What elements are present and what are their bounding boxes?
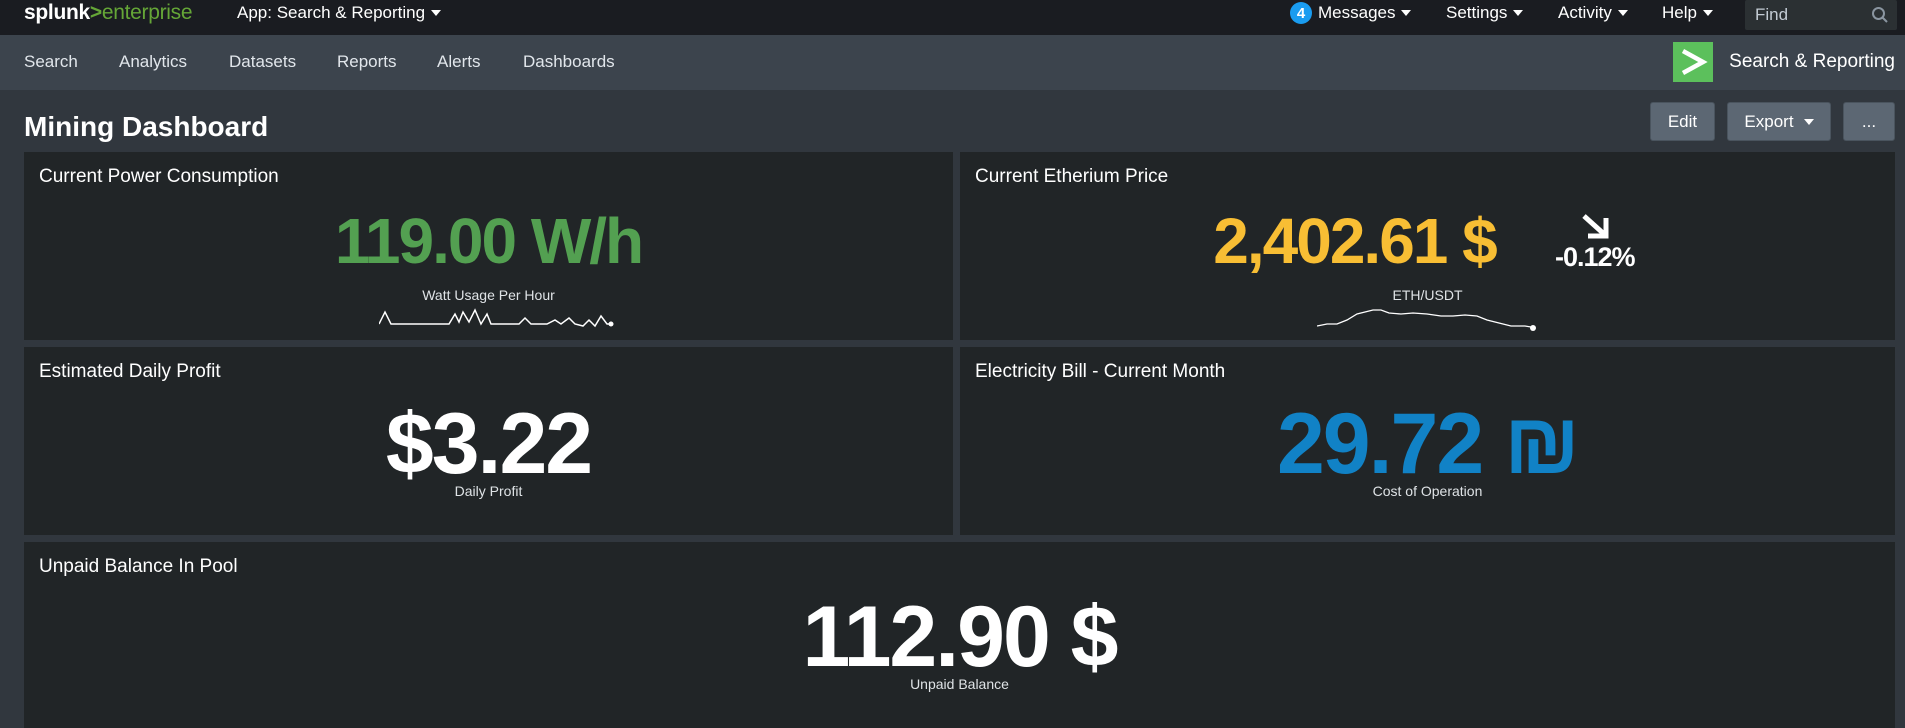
single-value: $3.22 bbox=[385, 396, 593, 492]
nav-item-reports[interactable]: Reports bbox=[337, 52, 397, 71]
caret-down-icon bbox=[1702, 10, 1713, 16]
caret-down-icon bbox=[1513, 10, 1524, 16]
page-title: Mining Dashboard bbox=[24, 111, 269, 142]
single-value-label: Cost of Operation bbox=[1372, 483, 1483, 499]
app-nav-bar: Search Analytics Datasets Reports Alerts… bbox=[0, 35, 1905, 90]
edit-button-label: Edit bbox=[1667, 111, 1698, 131]
caret-down-icon bbox=[1803, 118, 1814, 125]
logo-part-chevron: > bbox=[89, 1, 102, 24]
app-chevron-icon bbox=[1673, 42, 1714, 82]
top-bar: splunk > enterprise App: Search & Report… bbox=[0, 0, 1905, 35]
nav-item-datasets[interactable]: Datasets bbox=[229, 52, 297, 71]
single-value: 112.90 $ bbox=[802, 589, 1118, 685]
panel-unpaid-balance: Unpaid Balance In Pool 112.90 $ Unpaid B… bbox=[24, 542, 1895, 728]
panel-title: Estimated Daily Profit bbox=[39, 361, 221, 382]
panel-electricity-bill: Electricity Bill - Current Month 29.72 ₪… bbox=[960, 347, 1895, 535]
caret-down-icon bbox=[1617, 10, 1628, 16]
export-button[interactable]: Export bbox=[1727, 102, 1831, 141]
app-title[interactable]: Search & Reporting bbox=[1673, 41, 1895, 83]
messages-menu[interactable]: 4 Messages bbox=[1290, 0, 1412, 26]
logo-part-splunk: splunk bbox=[24, 1, 90, 24]
panel-title: Current Power Consumption bbox=[39, 166, 279, 187]
more-actions-label: ... bbox=[1861, 111, 1877, 131]
logo-part-enterprise: enterprise bbox=[101, 1, 193, 24]
messages-count-badge: 4 bbox=[1290, 2, 1312, 24]
help-menu[interactable]: Help bbox=[1662, 0, 1713, 26]
dashboard-header: Mining Dashboard Edit Export ... bbox=[0, 90, 1905, 152]
more-actions-button[interactable]: ... bbox=[1843, 102, 1895, 141]
app-menu[interactable]: App: Search & Reporting bbox=[237, 0, 442, 26]
single-value: 119.00 W/h bbox=[334, 205, 644, 277]
sparkline-chart bbox=[379, 308, 614, 328]
edit-button[interactable]: Edit bbox=[1650, 102, 1715, 141]
nav-item-alerts[interactable]: Alerts bbox=[437, 52, 481, 71]
nav-item-analytics[interactable]: Analytics bbox=[119, 52, 188, 71]
trend-percentage: -0.12% bbox=[1555, 242, 1636, 272]
caret-down-icon bbox=[1401, 10, 1412, 16]
single-value-label: ETH/USDT bbox=[1392, 287, 1463, 303]
find-box bbox=[1745, 0, 1897, 30]
search-icon[interactable] bbox=[1871, 6, 1889, 24]
settings-menu[interactable]: Settings bbox=[1446, 0, 1524, 26]
panel-eth-price: Current Etherium Price 2,402.61 $ -0.12%… bbox=[960, 152, 1895, 340]
settings-label: Settings bbox=[1446, 3, 1508, 22]
find-input[interactable] bbox=[1745, 5, 1865, 25]
nav-item-dashboards[interactable]: Dashboards bbox=[523, 52, 615, 71]
activity-label: Activity bbox=[1558, 3, 1612, 22]
help-label: Help bbox=[1662, 3, 1697, 22]
export-button-label: Export bbox=[1744, 111, 1794, 131]
single-value-label: Unpaid Balance bbox=[910, 676, 1009, 692]
panel-title: Unpaid Balance In Pool bbox=[39, 556, 238, 577]
single-value-label: Daily Profit bbox=[454, 483, 523, 499]
single-value: 2,402.61 $ bbox=[1213, 205, 1498, 277]
single-value: 29.72 ₪ bbox=[1276, 396, 1580, 492]
nav-item-search[interactable]: Search bbox=[24, 52, 78, 71]
app-menu-label: App: Search & Reporting bbox=[237, 3, 426, 22]
panel-daily-profit: Estimated Daily Profit $3.22 Daily Profi… bbox=[24, 347, 953, 535]
single-value-label: Watt Usage Per Hour bbox=[422, 287, 555, 303]
caret-down-icon bbox=[431, 10, 442, 16]
messages-label: Messages bbox=[1318, 3, 1396, 22]
trend-down-arrow-icon bbox=[1582, 214, 1609, 239]
panel-power-consumption: Current Power Consumption 119.00 W/h Wat… bbox=[24, 152, 953, 340]
dashboard-body: Current Power Consumption 119.00 W/h Wat… bbox=[0, 152, 1905, 728]
panel-title: Current Etherium Price bbox=[975, 166, 1169, 187]
panel-title: Electricity Bill - Current Month bbox=[975, 361, 1226, 382]
splunk-logo[interactable]: splunk > enterprise bbox=[24, 0, 193, 26]
sparkline-chart bbox=[1317, 309, 1536, 331]
app-title-text: Search & Reporting bbox=[1729, 51, 1895, 72]
activity-menu[interactable]: Activity bbox=[1558, 0, 1628, 26]
